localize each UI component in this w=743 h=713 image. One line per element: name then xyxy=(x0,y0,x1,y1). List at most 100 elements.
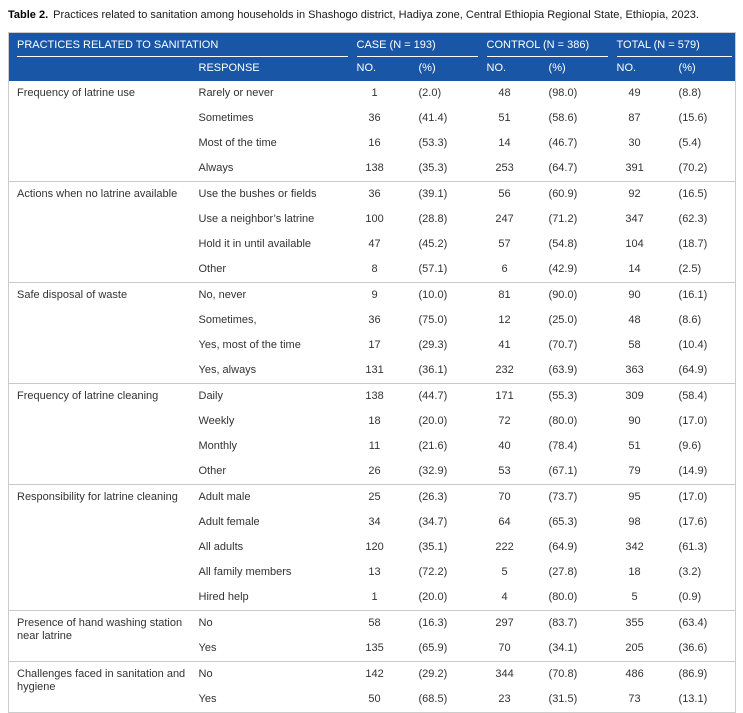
case-no-cell: 34 xyxy=(368,516,381,528)
case-pct-cell: (20.0) xyxy=(418,591,448,603)
total-pct-cell: (63.4) xyxy=(672,610,736,636)
total-no-cell: 73 xyxy=(628,693,641,705)
response-cell: Monthly xyxy=(198,440,238,452)
column-group-practices-label: PRACTICES RELATED TO SANITATION xyxy=(17,39,348,57)
table-row: Always 138 (35.3) 253 (64.7) 391 (70.2) xyxy=(9,156,736,182)
control-no-cell: 14 xyxy=(498,137,511,149)
control-pct-cell: (64.7) xyxy=(548,162,578,174)
response-cell: Other xyxy=(198,465,227,477)
control-no-cell: 81 xyxy=(480,282,543,308)
control-pct-cell: (71.2) xyxy=(548,213,578,225)
case-no-cell: 17 xyxy=(368,339,381,351)
table-row: Monthly 11 (21.6) 40 (78.4) 51 (9.6) xyxy=(9,434,736,459)
total-no-cell: 90 xyxy=(628,415,641,427)
control-no-cell: 57 xyxy=(498,238,511,250)
response-cell: Adult female xyxy=(198,516,260,528)
response-cell: Always xyxy=(198,162,234,174)
case-pct-cell: (29.3) xyxy=(418,339,448,351)
total-pct-cell: (17.0) xyxy=(672,484,736,510)
total-pct-cell: (58.4) xyxy=(672,383,736,409)
control-no-cell: 6 xyxy=(501,263,508,275)
case-no-cell: 16 xyxy=(368,137,381,149)
control-no-cell: 40 xyxy=(498,440,511,452)
control-no-cell: 23 xyxy=(498,693,511,705)
case-no-cell: 138 xyxy=(350,383,413,409)
control-pct-cell: (58.6) xyxy=(548,112,578,124)
control-pct-cell: (54.8) xyxy=(548,238,578,250)
control-no-cell: 222 xyxy=(495,541,514,553)
table-row: Use a neighbor’s latrine 100 (28.8) 247 (71.… xyxy=(9,207,736,232)
control-pct-cell: (46.7) xyxy=(548,137,578,149)
column-header-response: RESPONSE xyxy=(192,57,351,81)
control-no-cell: 12 xyxy=(498,314,511,326)
case-pct-cell: (44.7) xyxy=(412,383,481,409)
sanitation-practices-table: PRACTICES RELATED TO SANITATION CASE (N … xyxy=(8,32,737,713)
case-no-cell: 138 xyxy=(365,162,384,174)
total-no-cell: 14 xyxy=(628,263,641,275)
table-row: Frequency of latrine use Rarely or never 1… xyxy=(9,81,736,106)
table-row: Responsibility for latrine cleaning Adult… xyxy=(8,484,736,611)
case-pct-cell: (20.0) xyxy=(418,415,448,427)
total-no-cell: 18 xyxy=(628,566,641,578)
control-pct-cell: (70.8) xyxy=(542,661,611,687)
total-no-cell: 355 xyxy=(610,610,673,636)
case-pct-cell: (53.3) xyxy=(418,137,448,149)
case-no-cell: 8 xyxy=(371,263,378,275)
table-row: All adults 120 (35.1) 222 (64.9) 342 (61.3) xyxy=(9,535,736,560)
total-pct-cell: (13.1) xyxy=(678,693,708,705)
control-no-cell: 70 xyxy=(498,642,511,654)
total-no-cell: 48 xyxy=(628,314,641,326)
total-pct-cell: (8.6) xyxy=(678,314,702,326)
table-row: Yes, most of the time 17 (29.3) 41 (70.7) 58 (… xyxy=(9,333,736,358)
control-pct-cell: (65.3) xyxy=(548,516,578,528)
control-no-cell: 344 xyxy=(480,661,543,687)
case-pct-cell: (68.5) xyxy=(418,693,448,705)
control-no-cell: 5 xyxy=(501,566,508,578)
table-row: Hold it in until available 47 (45.2) 57 (54.… xyxy=(9,232,736,257)
control-pct-cell: (31.5) xyxy=(548,693,578,705)
case-no-cell: 36 xyxy=(368,314,381,326)
case-no-cell: 26 xyxy=(368,465,381,477)
table-row: Frequency of latrine cleaning Daily 138 (44… xyxy=(8,383,736,485)
control-no-cell: 56 xyxy=(480,181,543,207)
response-cell: No xyxy=(192,661,351,687)
total-no-cell: 391 xyxy=(625,162,644,174)
total-no-cell: 95 xyxy=(610,484,673,510)
table-body: Frequency of latrine use Rarely or never 1… xyxy=(8,81,736,713)
control-pct-cell: (78.4) xyxy=(548,440,578,452)
control-pct-cell: (90.0) xyxy=(542,282,611,308)
table-row: Most of the time 16 (53.3) 14 (46.7) 30 (5.4) xyxy=(9,131,736,156)
control-no-cell: 70 xyxy=(480,484,543,510)
total-pct-cell: (2.5) xyxy=(678,263,702,275)
total-no-cell: 347 xyxy=(625,213,644,225)
control-no-cell: 53 xyxy=(498,465,511,477)
control-no-cell: 48 xyxy=(498,87,511,99)
total-pct-cell: (17.0) xyxy=(678,415,708,427)
total-pct-cell: (70.2) xyxy=(678,162,708,174)
case-no-cell: 50 xyxy=(368,693,381,705)
total-pct-cell: (64.9) xyxy=(678,364,708,376)
case-pct-cell: (28.8) xyxy=(418,213,448,225)
column-group-case-label: CASE (N = 193) xyxy=(356,39,478,57)
control-no-cell: 253 xyxy=(495,162,514,174)
total-no-cell: 98 xyxy=(628,516,641,528)
case-no-cell: 58 xyxy=(350,610,413,636)
response-cell: No xyxy=(192,610,351,636)
total-no-cell: 363 xyxy=(625,364,644,376)
response-cell: All adults xyxy=(198,541,244,553)
practice-label-cell: Responsibility for latrine cleaning xyxy=(8,484,193,611)
response-cell: Yes xyxy=(198,693,217,705)
case-no-cell: 13 xyxy=(368,566,381,578)
case-no-cell: 1 xyxy=(371,591,378,603)
total-pct-cell: (8.8) xyxy=(678,87,702,99)
control-pct-cell: (67.1) xyxy=(548,465,578,477)
control-pct-cell: (83.7) xyxy=(542,610,611,636)
control-pct-cell: (42.9) xyxy=(548,263,578,275)
case-pct-cell: (35.1) xyxy=(418,541,448,553)
response-cell: All family members xyxy=(198,566,292,578)
total-pct-cell: (5.4) xyxy=(678,137,702,149)
case-pct-cell: (32.9) xyxy=(418,465,448,477)
table-row: Challenges faced in sanitation and hygie… xyxy=(8,661,736,713)
total-pct-cell: (17.6) xyxy=(678,516,708,528)
